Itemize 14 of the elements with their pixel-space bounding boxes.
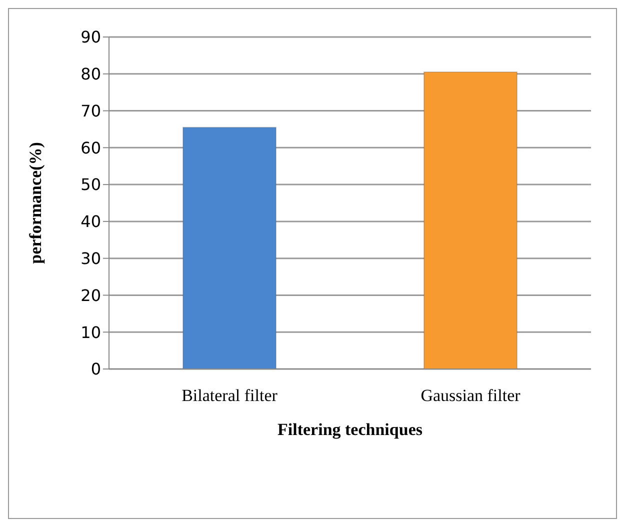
y-tick-label: 90	[80, 28, 101, 47]
y-tick-label: 40	[80, 212, 101, 232]
x-tick-label: Gaussian filter	[420, 386, 521, 406]
y-tick-label: 70	[80, 101, 101, 120]
y-tick-label: 50	[80, 175, 101, 194]
x-tick-label: Bilateral filter	[182, 386, 278, 406]
y-tick-label: 60	[80, 138, 101, 158]
y-tick-label: 0	[90, 360, 101, 379]
y-tick-label: 10	[80, 322, 101, 342]
y-tick-label: 30	[80, 249, 101, 268]
y-axis-title: performance(%)	[26, 142, 46, 264]
y-tick-label: 80	[80, 64, 101, 84]
y-tick-label: 20	[80, 286, 101, 305]
x-axis-title: Filtering techniques	[278, 420, 423, 439]
